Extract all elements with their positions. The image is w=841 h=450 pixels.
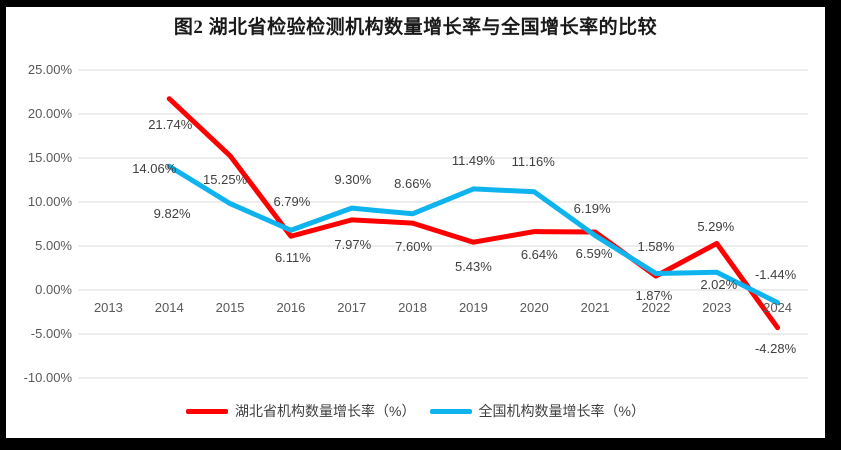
y-axis-tick-label: 5.00% xyxy=(35,238,72,253)
data-label-hubei-2019: 5.43% xyxy=(454,259,492,275)
y-axis-tick-label: 10.00% xyxy=(27,194,72,209)
data-label-hubei-2024: -4.28% xyxy=(754,340,797,356)
data-label-national-2022: 1.87% xyxy=(635,287,673,303)
x-axis-label: 2023 xyxy=(702,300,732,315)
y-axis-tick-label: 0.00% xyxy=(35,282,72,297)
x-axis-label: 2024 xyxy=(763,300,793,315)
legend-line-swatch-hubei xyxy=(186,408,229,414)
plot-area xyxy=(78,69,808,379)
y-axis-tick-label: 25.00% xyxy=(27,62,72,77)
data-label-national-2018: 8.66% xyxy=(394,175,432,191)
data-label-national-2019: 11.49% xyxy=(451,152,495,168)
national-series-line xyxy=(166,163,781,306)
x-axis-label: 2021 xyxy=(580,300,610,315)
data-label-national-2024: -1.44% xyxy=(754,266,797,282)
hubei-series-line xyxy=(166,96,781,331)
legend-line-swatch-national xyxy=(429,408,472,414)
y-axis-tick-label: 20.00% xyxy=(27,106,72,121)
x-axis-label: 2017 xyxy=(337,300,367,315)
data-label-hubei-2015: 15.25% xyxy=(203,171,248,187)
data-label-national-2015: 9.82% xyxy=(153,205,191,221)
chart-frame: 图2 湖北省检验检测机构数量增长率与全国增长率的比较 25.00% 20.00% 1… xyxy=(6,7,825,438)
data-label-national-2020: 11.16% xyxy=(511,153,555,169)
data-label-hubei-2017: 7.97% xyxy=(334,236,372,252)
legend-entry-hubei: 湖北省机构数量增长率（%） xyxy=(186,401,416,421)
x-axis-label: 2015 xyxy=(215,300,245,315)
x-axis-label: 2022 xyxy=(641,300,671,315)
data-label-hubei-2022: 1.58% xyxy=(637,239,675,255)
legend-label-national: 全国机构数量增长率（%） xyxy=(478,403,645,419)
y-axis-tick-label: -10.00% xyxy=(23,370,72,385)
data-label-national-2016: 6.79% xyxy=(273,194,311,210)
data-label-hubei-2016: 6.11% xyxy=(274,250,311,266)
y-axis-tick-label: -5.00% xyxy=(30,326,72,341)
legend-label-hubei: 湖北省机构数量增长率（%） xyxy=(235,403,416,419)
x-axis-label: 2014 xyxy=(154,300,184,315)
x-axis-label: 2019 xyxy=(458,300,488,315)
data-label-hubei-2023: 5.29% xyxy=(697,219,735,235)
data-label-national-2014: 14.06% xyxy=(132,161,177,177)
chart-title: 图2 湖北省检验检测机构数量增长率与全国增长率的比较 xyxy=(173,17,658,38)
x-axis-label: 2020 xyxy=(519,300,549,315)
data-label-national-2017: 9.30% xyxy=(334,172,372,188)
data-label-national-2021: 6.19% xyxy=(573,200,611,216)
data-label-national-2023: 2.02% xyxy=(700,277,738,293)
y-axis-tick-label: 15.00% xyxy=(27,150,72,165)
data-label-hubei-2020: 6.64% xyxy=(520,246,558,262)
x-axis-label: 2016 xyxy=(276,300,306,315)
data-label-hubei-2018: 7.60% xyxy=(395,239,433,255)
x-axis-label: 2018 xyxy=(398,300,428,315)
data-label-hubei-2014: 21.74% xyxy=(148,116,193,132)
legend-entry-national: 全国机构数量增长率（%） xyxy=(429,401,645,421)
data-label-hubei-2021: 6.59% xyxy=(575,246,613,261)
legend: 湖北省机构数量增长率（%） 全国机构数量增长率（%） xyxy=(6,402,825,420)
x-axis-label: 2013 xyxy=(93,300,123,315)
